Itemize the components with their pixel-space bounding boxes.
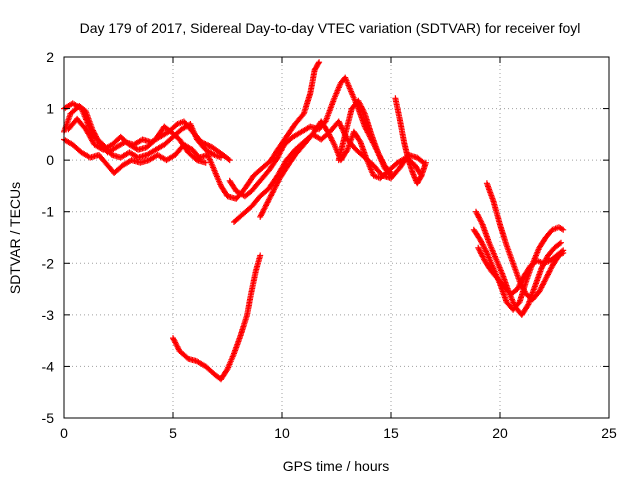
series-satellite-track-8 — [257, 118, 425, 220]
data-markers — [65, 115, 209, 166]
y-tick-label: -2 — [42, 255, 55, 271]
x-tick-labels: 0 5 10 15 20 25 — [60, 425, 617, 441]
data-markers — [470, 224, 567, 313]
ticks-layer — [63, 56, 610, 419]
y-tick-label: -5 — [42, 410, 55, 426]
data-layer — [61, 59, 567, 383]
y-tick-label: -4 — [42, 358, 55, 374]
series-satellite-track-5 — [204, 59, 323, 202]
series-satellite-track-7 — [231, 118, 427, 225]
y-tick-label: -1 — [42, 204, 55, 220]
series-satellite-track-11 — [170, 252, 264, 383]
y-axis-label: SDTVAR / TECUs — [7, 182, 23, 294]
data-markers — [392, 95, 429, 187]
series-satellite-track-9 — [335, 97, 394, 179]
data-markers — [483, 180, 567, 303]
plot-frame — [63, 56, 610, 419]
data-markers — [257, 118, 425, 220]
chart-title: Day 179 of 2017, Sidereal Day-to-day VTE… — [80, 20, 581, 36]
y-tick-label: 0 — [46, 152, 54, 168]
x-tick-label: 5 — [169, 425, 177, 441]
x-tick-label: 15 — [383, 425, 399, 441]
x-tick-label: 10 — [274, 425, 290, 441]
grid-layer — [64, 57, 609, 418]
data-markers — [170, 252, 264, 383]
series-satellite-track-4 — [65, 115, 209, 166]
y-tick-label: -3 — [42, 307, 55, 323]
x-tick-label: 20 — [492, 425, 508, 441]
x-tick-label: 0 — [60, 425, 68, 441]
y-tick-label: 1 — [46, 101, 54, 117]
y-tick-labels: -5 -4 -3 -2 -1 0 1 2 — [42, 49, 55, 426]
series-satellite-track-12 — [470, 224, 567, 313]
series-satellite-track-10 — [392, 95, 429, 187]
data-markers — [335, 97, 394, 179]
series-satellite-track-15 — [483, 180, 567, 303]
x-tick-label: 25 — [601, 425, 617, 441]
data-markers — [204, 59, 323, 202]
data-markers — [231, 118, 427, 225]
x-axis-label: GPS time / hours — [283, 458, 390, 474]
y-tick-label: 2 — [46, 49, 54, 65]
